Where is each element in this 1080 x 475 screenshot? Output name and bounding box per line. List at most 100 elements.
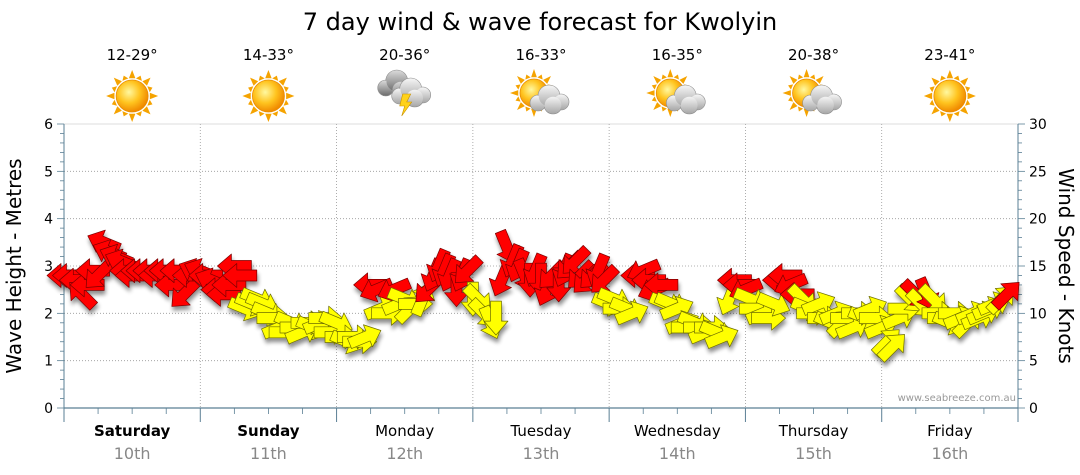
weather-day: 23-41° — [923, 46, 976, 122]
weather-day: 14-33° — [242, 46, 295, 122]
sun-ray — [283, 99, 289, 106]
sun-ray — [964, 99, 971, 106]
sun-ray — [250, 106, 259, 115]
sun-ray — [258, 111, 265, 117]
sun-ray — [788, 84, 794, 90]
sun-ray — [278, 106, 287, 115]
sun-ray — [278, 77, 287, 86]
sun-ray — [797, 74, 804, 80]
wind-arrow — [990, 282, 1020, 311]
day-name-label: Thursday — [778, 422, 849, 440]
day-name-label: Wednesday — [634, 422, 721, 440]
y-right-tick-label: 5 — [1029, 354, 1038, 370]
sun-ray — [653, 102, 662, 110]
sun-cloud-icon — [510, 69, 570, 117]
sun-ray — [510, 90, 519, 96]
sun-ray — [797, 106, 804, 112]
sun-ray — [272, 111, 279, 117]
day-date-label: 10th — [114, 444, 151, 463]
wind-arrow — [704, 324, 739, 349]
sun-ray — [667, 69, 674, 78]
sun-ray — [673, 74, 679, 80]
sun-ray — [940, 111, 947, 117]
wind-arrow — [171, 278, 201, 307]
sun-ray — [967, 92, 976, 100]
sun-ray — [782, 90, 791, 96]
sun-ray — [142, 77, 151, 86]
sun-ray — [929, 99, 935, 106]
sun-icon — [106, 70, 159, 122]
weather-day: 16-35° — [646, 46, 706, 117]
y-left-tick-label: 2 — [44, 306, 53, 322]
sun-ray — [111, 99, 118, 106]
sun-ray — [953, 111, 960, 117]
cloud-puff-fill — [680, 96, 698, 114]
day-date-label: 15th — [795, 444, 832, 463]
sun-ray — [248, 86, 254, 93]
sun-ray — [537, 74, 543, 80]
sun-ray — [283, 86, 289, 93]
day-name-label: Monday — [375, 422, 434, 440]
y-right-tick-label: 25 — [1029, 164, 1047, 180]
sun-ray — [929, 86, 935, 93]
temperature-range: 16-33° — [515, 46, 566, 64]
y-left-tick-label: 3 — [44, 259, 53, 275]
cloud-puff-fill — [817, 96, 834, 114]
weather-day: 20-36° — [377, 46, 432, 117]
day-date-label: 11th — [250, 444, 287, 463]
cloud-shape — [529, 84, 570, 115]
sun-ray — [940, 75, 947, 81]
sun-icon — [242, 70, 295, 122]
sun-cloud-icon — [782, 69, 842, 117]
sun-ray — [272, 75, 279, 81]
chart-title: 7 day wind & wave forecast for Kwolyin — [303, 8, 777, 36]
y-left-tick-label: 5 — [44, 164, 53, 180]
sun-ray — [248, 99, 254, 106]
sun-ray — [517, 102, 525, 110]
wind-arrows — [46, 228, 1020, 363]
y-right-tick-label: 30 — [1029, 117, 1047, 133]
temperature-range: 14-33° — [243, 46, 294, 64]
sun-ray — [265, 113, 272, 122]
sun-ray — [960, 77, 969, 86]
sun-ray — [964, 86, 971, 93]
watermark: www.seabreeze.com.au — [898, 393, 1016, 404]
sun-ray — [651, 84, 657, 90]
weather-day: 20-38° — [782, 46, 842, 117]
sun-ray — [525, 106, 531, 112]
day-date-label: 16th — [931, 444, 968, 463]
day-name-label: Saturday — [94, 422, 171, 440]
sun-ray — [651, 96, 657, 102]
y-axis-left-label: Wave Height - Metres — [2, 158, 26, 373]
day-date-label: 14th — [659, 444, 696, 463]
lightning-bolt — [399, 93, 413, 117]
weather-day: 16-33° — [510, 46, 570, 117]
y-right-tick-label: 10 — [1029, 306, 1047, 322]
sun-ray — [960, 106, 969, 115]
wind-arrow — [876, 334, 905, 363]
cloud-puff-fill — [544, 96, 562, 114]
day-date-label: 12th — [386, 444, 423, 463]
sun-ray — [122, 111, 129, 117]
sun-shape — [923, 70, 976, 122]
weather-day: 12-29° — [106, 46, 159, 122]
temperature-range: 16-35° — [652, 46, 703, 64]
sun-ray — [147, 99, 153, 106]
temperature-range: 12-29° — [107, 46, 158, 64]
y-left-tick-label: 4 — [44, 212, 53, 228]
sun-ray — [923, 92, 933, 100]
sun-ray — [789, 76, 798, 84]
sun-ray — [142, 106, 151, 115]
sun-disc — [252, 79, 285, 113]
sun-ray — [931, 106, 940, 115]
sun-ray — [515, 84, 521, 90]
wind-arrow — [347, 324, 382, 349]
sun-ray — [815, 76, 824, 84]
y-left-tick-label: 6 — [44, 117, 53, 133]
sun-ray — [653, 76, 662, 84]
sun-ray — [661, 106, 667, 112]
sun-ray — [953, 75, 960, 81]
cloud-shape — [802, 84, 842, 115]
temperature-range: 20-36° — [379, 46, 430, 64]
sun-ray — [242, 92, 251, 100]
